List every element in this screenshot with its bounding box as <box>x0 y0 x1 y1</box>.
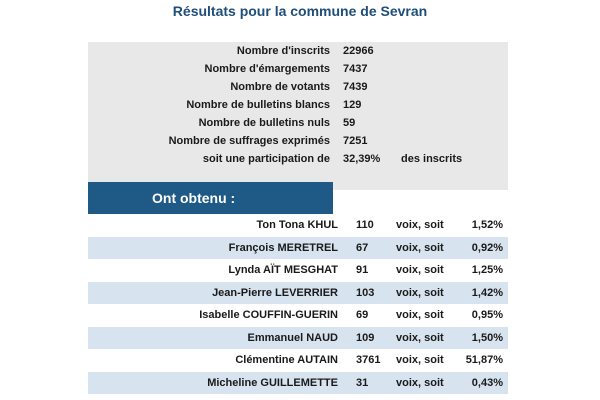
candidate-votes: 103 <box>356 286 375 299</box>
result-row: Emmanuel NAUD 109 voix, soit 1,50% <box>88 326 508 349</box>
stat-value: 7439 <box>343 81 368 93</box>
candidate-votes: 31 <box>356 376 369 389</box>
candidate-votes: 91 <box>356 264 369 276</box>
stats-panel: Nombre d'inscrits 22966 Nombre d'émargem… <box>88 42 508 190</box>
candidate-name: Clémentine AUTAIN <box>235 354 338 366</box>
candidate-percent: 51,87% <box>465 354 503 366</box>
stat-label: Nombre de votants <box>230 81 330 93</box>
candidate-name: Isabelle COUFFIN-GUERIN <box>199 309 338 321</box>
candidate-percent: 1,25% <box>471 264 503 276</box>
votes-word: voix, soit <box>396 264 444 276</box>
candidate-votes: 110 <box>356 219 374 231</box>
result-row: Micheline GUILLEMETTE 31 voix, soit 0,43… <box>88 371 508 394</box>
candidate-votes: 69 <box>356 309 369 321</box>
stat-value: 32,39% <box>343 153 381 165</box>
result-row: Jean-Pierre LEVERRIER 103 voix, soit 1,4… <box>88 281 508 304</box>
stat-label: Nombre de suffrages exprimés <box>168 135 330 147</box>
stat-label: Nombre de bulletins blancs <box>186 99 330 111</box>
votes-word: voix, soit <box>396 219 444 231</box>
stat-label: Nombre d'inscrits <box>236 45 330 57</box>
candidate-name: Emmanuel NAUD <box>247 331 338 344</box>
candidate-percent: 1,42% <box>471 286 503 299</box>
candidate-percent: 0,95% <box>471 309 503 321</box>
stat-row-participation: soit une participation de 32,39% des ins… <box>88 150 508 168</box>
stat-row-emargements: Nombre d'émargements 7437 <box>88 60 508 78</box>
candidate-percent: 0,43% <box>471 376 503 389</box>
candidate-name: Jean-Pierre LEVERRIER <box>212 286 338 299</box>
result-row: Lynda AÏT MESGHAT 91 voix, soit 1,25% <box>88 259 508 282</box>
candidate-percent: 1,50% <box>471 331 503 344</box>
votes-word: voix, soit <box>396 354 444 366</box>
result-row: Ton Tona KHUL 110 voix, soit 1,52% <box>88 214 508 237</box>
votes-word: voix, soit <box>396 331 444 344</box>
stat-row-blancs: Nombre de bulletins blancs 129 <box>88 96 508 114</box>
votes-word: voix, soit <box>396 241 444 254</box>
candidate-votes: 109 <box>356 331 375 344</box>
results-header-label: Ont obtenu : <box>152 190 236 206</box>
stat-value: 7251 <box>343 135 368 147</box>
stat-row-votants: Nombre de votants 7439 <box>88 78 508 96</box>
result-row: Clémentine AUTAIN 3761 voix, soit 51,87% <box>88 349 508 372</box>
results-table: Ton Tona KHUL 110 voix, soit 1,52% Franç… <box>88 214 508 394</box>
stat-label: Nombre de bulletins nuls <box>198 117 330 129</box>
page-title: Résultats pour la commune de Sevran <box>172 3 428 19</box>
stat-value: 7437 <box>343 63 368 75</box>
stat-value: 22966 <box>343 45 374 57</box>
stat-label: soit une participation de <box>202 153 330 165</box>
candidate-votes: 3761 <box>356 354 381 366</box>
stat-row-nuls: Nombre de bulletins nuls 59 <box>88 114 508 132</box>
stat-row-inscrits: Nombre d'inscrits 22966 <box>88 42 508 60</box>
result-row: Isabelle COUFFIN-GUERIN 69 voix, soit 0,… <box>88 304 508 327</box>
candidate-votes: 67 <box>356 241 369 254</box>
candidate-name: Micheline GUILLEMETTE <box>207 376 338 389</box>
votes-word: voix, soit <box>396 309 444 321</box>
result-row: François MERETREL 67 voix, soit 0,92% <box>88 236 508 259</box>
stat-label: Nombre d'émargements <box>204 63 331 75</box>
candidate-name: François MERETREL <box>228 241 338 254</box>
votes-word: voix, soit <box>396 376 444 389</box>
results-header: Ont obtenu : <box>88 182 333 214</box>
candidate-percent: 0,92% <box>471 241 503 254</box>
candidate-name: Ton Tona KHUL <box>256 219 338 231</box>
stat-row-exprimes: Nombre de suffrages exprimés 7251 <box>88 132 508 150</box>
stat-suffix: des inscrits <box>401 153 463 165</box>
stat-value: 59 <box>343 117 356 129</box>
candidate-percent: 1,52% <box>471 219 503 231</box>
stat-value: 129 <box>343 99 362 111</box>
votes-word: voix, soit <box>396 286 444 299</box>
candidate-name: Lynda AÏT MESGHAT <box>228 264 338 276</box>
